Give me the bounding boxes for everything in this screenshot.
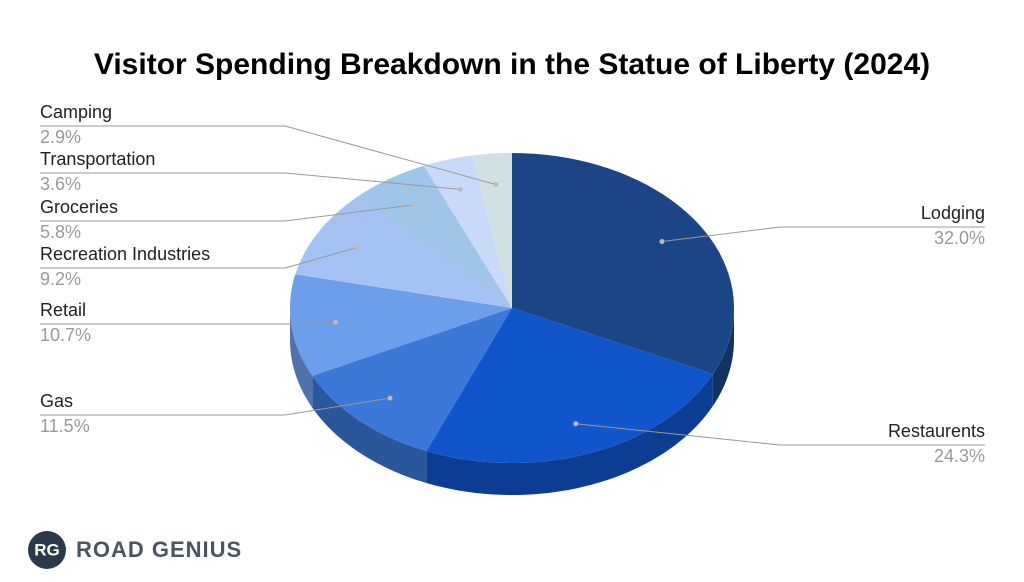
slice-value: 3.6%	[40, 174, 81, 194]
slice-label: Camping	[40, 102, 112, 122]
slice-label: Transportation	[40, 149, 155, 169]
slice-value: 5.8%	[40, 222, 81, 242]
logo-initials: RG	[34, 540, 60, 559]
slice-value: 24.3%	[934, 446, 985, 466]
logo-badge	[28, 531, 66, 569]
pie-slice	[426, 308, 713, 463]
slice-value: 32.0%	[934, 228, 985, 248]
leader-line	[661, 226, 985, 243]
pie-slice	[295, 197, 512, 308]
slice-label: Lodging	[921, 203, 985, 223]
slice-label: Recreation Industries	[40, 244, 210, 264]
logo-name: ROAD GENIUS	[76, 537, 242, 562]
chart-title: Visitor Spending Breakdown in the Statue…	[94, 48, 930, 81]
leader-dot	[354, 245, 360, 251]
leader-line	[40, 125, 496, 185]
slice-label: Retail	[40, 300, 86, 320]
pie-side	[712, 308, 734, 406]
leader-line	[40, 172, 461, 190]
pie-side	[312, 375, 427, 484]
leader-line	[40, 204, 414, 222]
slice-label: Restaurents	[888, 421, 985, 441]
pie-slice	[512, 153, 734, 374]
pie-slice	[290, 274, 512, 376]
pie-slice	[312, 308, 512, 452]
slice-label: Gas	[40, 391, 73, 411]
pie-slice	[423, 155, 512, 308]
leader-line	[575, 423, 985, 446]
slice-value: 2.9%	[40, 127, 81, 147]
leader-line	[40, 247, 358, 269]
leader-dot	[410, 202, 416, 208]
slice-value: 10.7%	[40, 325, 91, 345]
leader-dot	[659, 239, 665, 245]
slice-value: 9.2%	[40, 269, 81, 289]
leader-line	[40, 321, 336, 325]
leader-dot	[333, 319, 339, 325]
logo: RG ROAD GENIUS	[28, 531, 242, 569]
pie-slice	[357, 165, 512, 308]
leader-dot	[573, 421, 579, 427]
leader-dot	[457, 186, 463, 192]
leader-line	[40, 397, 391, 416]
leader-dot	[493, 182, 499, 188]
slice-label: Groceries	[40, 197, 118, 217]
slice-value: 11.5%	[40, 416, 90, 436]
leader-dot	[387, 395, 393, 401]
pie-slice	[471, 153, 512, 308]
pie-side	[290, 308, 313, 408]
pie-side	[426, 373, 713, 495]
